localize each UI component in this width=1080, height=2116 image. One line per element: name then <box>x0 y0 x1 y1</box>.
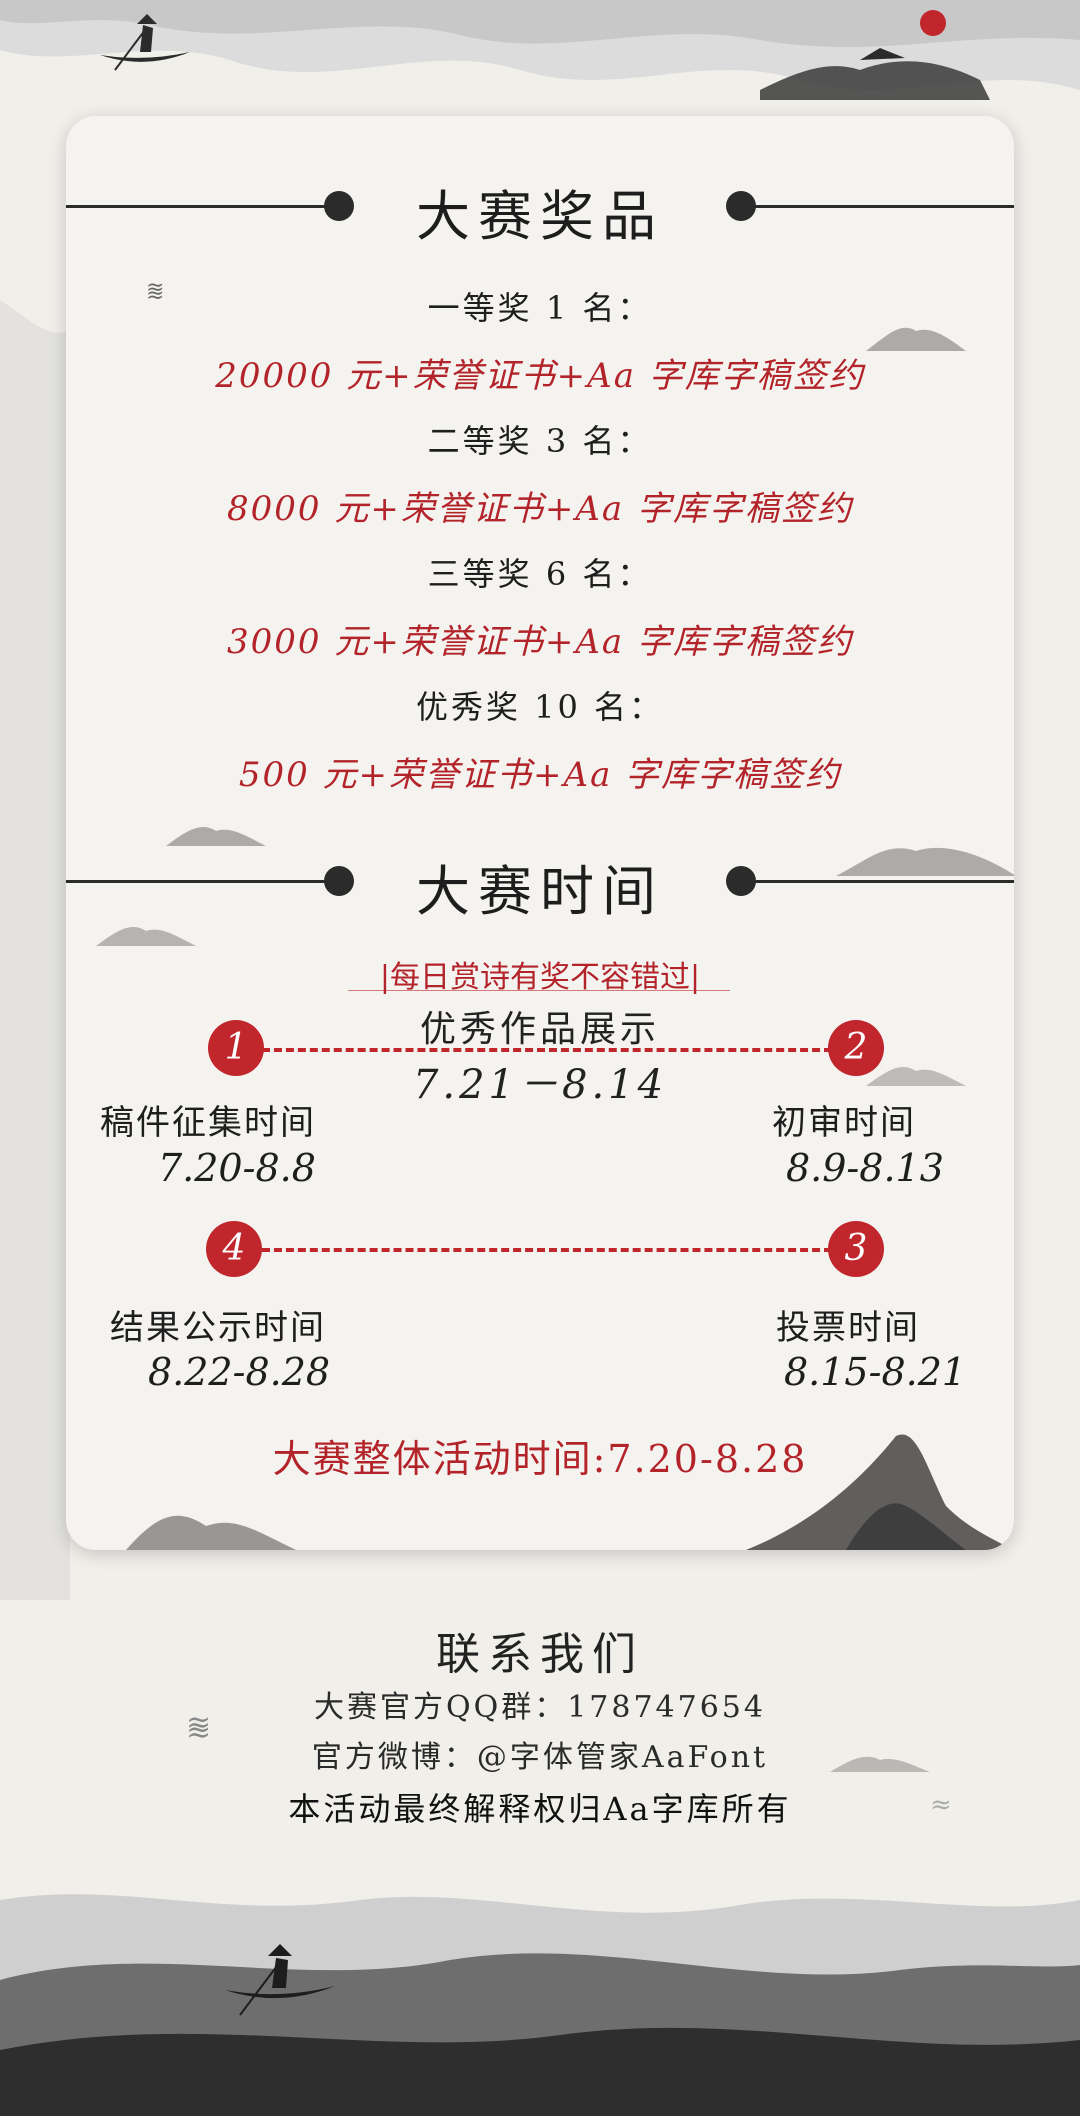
step-1-badge: 1 <box>208 1020 264 1076</box>
prize-third-label: 三等奖 6 名： <box>427 555 653 593</box>
showcase-date: 7.21－8.14 <box>412 1062 668 1108</box>
prize-title-dot-left <box>324 191 354 221</box>
wave-icon: ≈ <box>930 1790 952 1820</box>
step-2-name: 初审时间 <box>772 1103 916 1143</box>
content-card: ≈ ≈ <box>66 116 1014 1550</box>
fisherman-boat-icon <box>225 1944 335 2016</box>
card-small-hill-5 <box>866 1066 966 1086</box>
prize-second-value: 8000 元+荣誉证书+Aa 字库字稿签约 <box>227 489 853 529</box>
time-title-line-right <box>746 880 1014 883</box>
step-1-date: 7.20-8.8 <box>158 1146 316 1190</box>
card-small-hill-3 <box>836 847 1014 876</box>
prize-title-line-left <box>66 205 336 208</box>
contact-rights: 本活动最终解释权归Aa字库所有 <box>288 1790 792 1828</box>
contact-title: 联系我们 <box>436 1629 644 1680</box>
prize-honor-label: 优秀奖 10 名： <box>415 688 665 726</box>
showcase-label: 优秀作品展示 <box>419 1009 660 1050</box>
footer-small-hill <box>830 1756 930 1772</box>
card-small-hill-4 <box>96 926 196 946</box>
time-title-line-left <box>66 880 336 883</box>
step-4-name: 结果公示时间 <box>110 1308 326 1348</box>
sun-icon <box>920 10 946 36</box>
step-3-date: 8.15-8.21 <box>784 1350 967 1394</box>
prize-section-title: 大赛奖品 <box>416 185 664 248</box>
time-title-dot-left <box>324 866 354 896</box>
prize-third-value: 3000 元+荣誉证书+Aa 字库字稿签约 <box>227 622 853 662</box>
bottom-mountain-background <box>0 1894 1080 2116</box>
step-3-name: 投票时间 <box>776 1308 920 1348</box>
wave-icon: ≈ ≈ <box>186 1705 212 1750</box>
fisherman-boat-icon <box>100 14 190 71</box>
prize-second-label: 二等奖 3 名： <box>427 422 653 460</box>
step-1-name: 稿件征集时间 <box>100 1103 316 1143</box>
overall-period: 大赛整体活动时间:7.20-8.28 <box>272 1437 808 1481</box>
mid-left-mountain-background <box>0 300 70 1600</box>
prize-honor-value: 500 元+荣誉证书+Aa 字库字稿签约 <box>238 755 842 795</box>
card-small-hill-2 <box>166 826 266 846</box>
card-bottom-mountains <box>126 1434 1014 1550</box>
timeline-dash-top <box>262 1048 832 1052</box>
step-2-badge: 2 <box>828 1020 884 1076</box>
prize-first-label: 一等奖 1 名： <box>427 289 653 327</box>
step-4-date: 8.22-8.28 <box>148 1350 331 1394</box>
step-2-date: 8.9-8.13 <box>786 1146 944 1190</box>
prize-first-value: 20000 元+荣誉证书+Aa 字库字稿签约 <box>215 356 865 396</box>
contact-weibo: 官方微博：@字体管家AaFont <box>311 1740 769 1775</box>
step-3-badge: 3 <box>828 1221 884 1277</box>
tagline-underline <box>348 990 730 991</box>
prize-title-line-right <box>746 205 1014 208</box>
time-section-title: 大赛时间 <box>416 860 664 923</box>
timeline-tagline: |每日赏诗有奖不容错过| <box>379 960 701 995</box>
step-4-badge: 4 <box>206 1221 262 1277</box>
timeline-dash-bottom <box>262 1248 832 1252</box>
card-small-hill-1 <box>866 327 966 351</box>
contact-qq: 大赛官方QQ群：178747654 <box>314 1690 766 1725</box>
